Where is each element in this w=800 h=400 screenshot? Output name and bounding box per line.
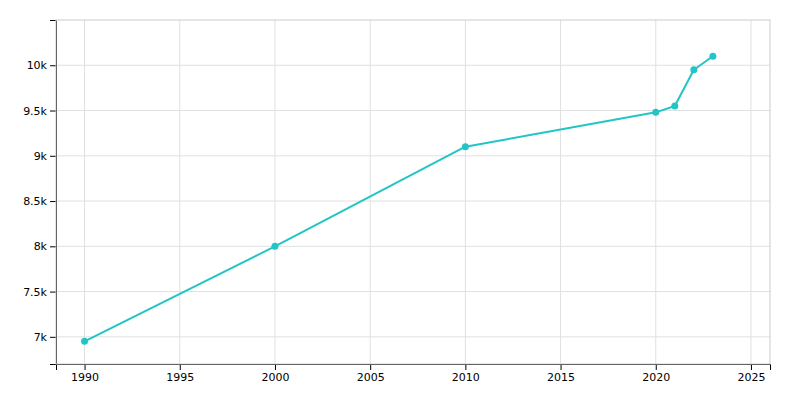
grid-line-y: [56, 201, 770, 202]
point: [709, 53, 716, 60]
grid-line-x: [84, 20, 85, 364]
y-tick: 10k: [27, 59, 56, 72]
point: [462, 143, 469, 150]
x-axis: 1990 1995 2000 2005 2010 2015 2020 2025: [57, 364, 771, 384]
y-tick: 9k: [34, 150, 56, 163]
x-tick-mark: [465, 364, 466, 370]
chart: 1990 1995 2000 2005 2010 2015 2020 2025 7k 7.5k 8k…: [0, 0, 800, 400]
x-tick-label: 2010: [452, 371, 480, 384]
plot-frame: [56, 20, 770, 364]
y-tick: 7k: [34, 331, 56, 344]
grid-line-y: [56, 246, 770, 247]
y-tick-mark: [50, 156, 56, 157]
y-tick-label: 9k: [34, 150, 48, 163]
x-tick-label: 2015: [547, 371, 575, 384]
y-tick-label: 10k: [27, 59, 48, 72]
grid-line-y: [56, 65, 770, 66]
x-tick-label: 2025: [737, 371, 765, 384]
x-tick-mark: [370, 364, 371, 370]
point: [271, 243, 278, 250]
grid-line-y: [56, 291, 770, 292]
x-tick-mark: [180, 364, 181, 370]
x-tick: 2025: [737, 364, 765, 384]
x-tick: 2020: [642, 364, 670, 384]
y-tick-label: 7.5k: [23, 286, 47, 299]
x-tick-mark: [275, 364, 276, 370]
y-tick: 8.5k: [23, 195, 56, 208]
y-tick-mark: [50, 201, 56, 202]
grid-line-x: [655, 20, 656, 364]
x-tick: 1990: [71, 364, 99, 384]
x-tick: 2005: [357, 364, 385, 384]
x-tick: 1995: [166, 364, 194, 384]
axis-line: [57, 365, 771, 371]
x-tick-label: 2005: [357, 371, 385, 384]
point: [671, 103, 678, 110]
grid-line-x: [560, 20, 561, 364]
y-tick-mark: [50, 111, 56, 112]
point: [81, 338, 88, 345]
x-tick-mark: [751, 364, 752, 370]
y-tick: 7.5k: [23, 286, 56, 299]
y-tick-mark: [50, 65, 56, 66]
grid: [56, 20, 770, 364]
x-tick-label: 2000: [261, 371, 289, 384]
x-tick-mark: [85, 364, 86, 370]
grid-line-x: [465, 20, 466, 364]
grid-line-x: [179, 20, 180, 364]
y-tick: 9.5k: [23, 105, 56, 118]
grid-line-y: [56, 155, 770, 156]
x-tick-label: 1990: [71, 371, 99, 384]
x-tick: 2015: [547, 364, 575, 384]
y-tick-mark: [50, 337, 56, 338]
y-tick-label: 8k: [34, 240, 48, 253]
y-tick-label: 7k: [34, 331, 48, 344]
point: [690, 66, 697, 73]
y-axis: 7k 7.5k 8k 8.5k 9k 9.5k 10k: [23, 21, 56, 365]
y-tick-mark: [50, 246, 56, 247]
grid-line-x: [370, 20, 371, 364]
grid-line-x: [274, 20, 275, 364]
x-tick-label: 1995: [166, 371, 194, 384]
y-tick-label: 9.5k: [23, 105, 47, 118]
x-tick: 2010: [452, 364, 480, 384]
grid-line-y: [56, 336, 770, 337]
y-tick: 8k: [34, 240, 56, 253]
marks: [81, 53, 716, 345]
point: [652, 109, 659, 116]
grid-line-x: [750, 20, 751, 364]
y-tick-mark: [50, 292, 56, 293]
x-tick-mark: [561, 364, 562, 370]
plot-area: 1990 1995 2000 2005 2010 2015 2020 2025 7k 7.5k 8k…: [23, 20, 770, 384]
x-tick: 2000: [261, 364, 289, 384]
x-tick-mark: [656, 364, 657, 370]
x-tick-label: 2020: [642, 371, 670, 384]
line: [85, 56, 713, 341]
y-tick-label: 8.5k: [23, 195, 47, 208]
